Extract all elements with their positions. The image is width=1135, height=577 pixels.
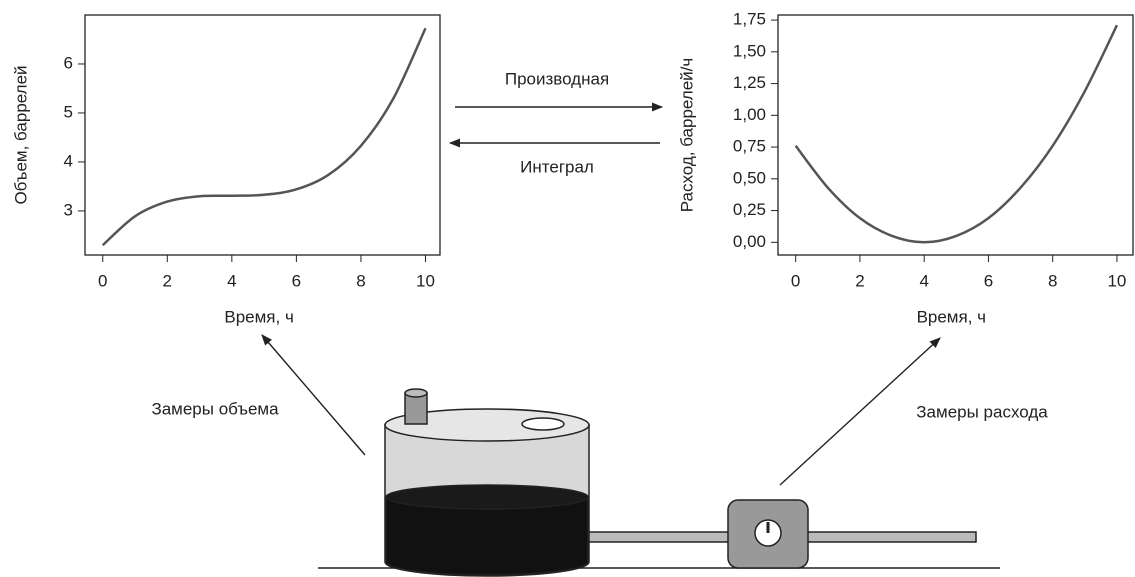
- arrow: [261, 334, 366, 456]
- plot-frame: [84, 14, 441, 256]
- label: Замеры расхода: [916, 402, 1048, 421]
- arrows: [261, 102, 941, 486]
- x-tick-label: 0: [98, 271, 107, 290]
- y-tick-label: 1,25: [733, 73, 766, 92]
- liquid-top: [385, 484, 589, 510]
- y-tick-label: 1,00: [733, 105, 766, 124]
- x-axis-label: Время, ч: [917, 307, 986, 326]
- x-tick-label: 0: [791, 271, 800, 290]
- tank-scene: [318, 388, 1000, 577]
- x-tick-label: 4: [227, 271, 236, 290]
- x-tick-label: 6: [292, 271, 301, 290]
- gauge-top: [404, 388, 428, 398]
- tank-top: [384, 408, 590, 442]
- y-tick-label: 1,75: [733, 10, 766, 29]
- y-tick-label: 3: [64, 200, 73, 219]
- x-tick-label: 2: [855, 271, 864, 290]
- x-tick-label: 10: [416, 271, 435, 290]
- label: Производная: [505, 69, 609, 88]
- y-tick-label: 0,25: [733, 200, 766, 219]
- x-axis-label: Время, ч: [224, 307, 293, 326]
- y-axis-label: Объем, баррелей: [11, 65, 30, 204]
- arrow: [779, 337, 941, 486]
- hatch: [521, 417, 565, 431]
- y-tick-label: 5: [64, 102, 73, 121]
- x-tick-label: 2: [163, 271, 172, 290]
- x-tick-label: 8: [1048, 271, 1057, 290]
- y-tick-label: 6: [64, 53, 73, 72]
- y-tick-label: 4: [64, 151, 73, 170]
- label: Замеры объема: [151, 399, 279, 418]
- label: Интеграл: [520, 157, 594, 176]
- x-tick-label: 6: [984, 271, 993, 290]
- data-line: [101, 27, 427, 247]
- x-tick-label: 10: [1107, 271, 1126, 290]
- y-tick-label: 0,75: [733, 137, 766, 156]
- data-line: [794, 24, 1119, 244]
- x-tick-label: 4: [919, 271, 928, 290]
- x-tick-label: 8: [356, 271, 365, 290]
- y-tick-label: 0,50: [733, 168, 766, 187]
- plot-frame: [777, 14, 1134, 256]
- liquid: [385, 496, 589, 576]
- y-tick-label: 1,50: [733, 41, 766, 60]
- y-tick-label: 0,00: [733, 232, 766, 251]
- y-axis-label: Расход, баррелей/ч: [677, 58, 696, 213]
